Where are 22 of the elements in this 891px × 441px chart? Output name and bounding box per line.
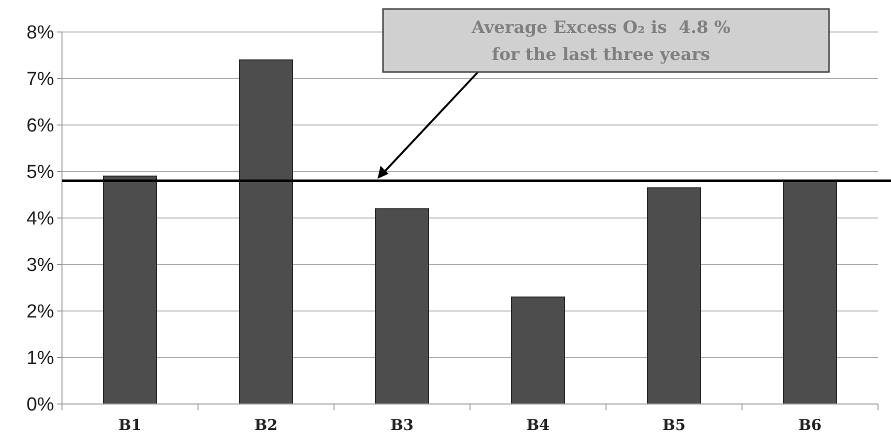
x-tick-label: B2 [254,416,278,434]
x-tick-label: B3 [390,416,414,434]
y-tick-label: 1% [26,348,54,370]
x-tick-label: B6 [798,416,822,434]
y-tick-label: 2% [26,302,54,323]
ref-line-label: Average Excess O₂ is 4.8 % for the last three years [470,18,730,65]
bar [782,180,838,404]
y-tick-label: 0% [26,394,54,416]
x-tick-label: B1 [118,416,142,434]
bar [238,59,294,404]
x-tick-label: B4 [526,416,550,434]
y-tick-label: 5% [26,162,54,184]
y-tick-label: 7% [26,69,54,90]
x-tick-label: B5 [662,416,686,434]
bar [646,187,702,404]
y-tick-label: 4% [26,208,54,230]
bar [374,208,430,404]
bar [510,296,566,404]
bar [102,176,158,404]
y-tick-label: 6% [26,116,54,137]
y-tick-label: 8% [26,22,54,44]
y-tick-label: 3% [26,255,54,276]
